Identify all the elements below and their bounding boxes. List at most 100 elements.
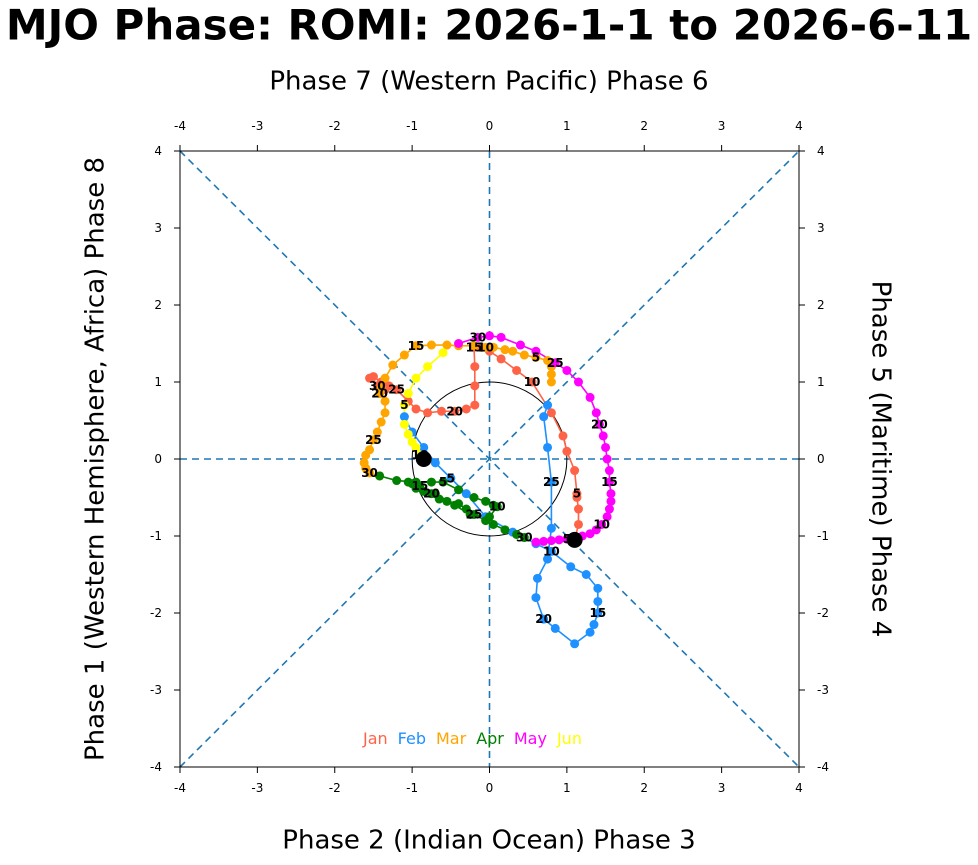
day-point: [380, 373, 390, 383]
chart-title: MJO Phase: ROMI: 2026-1-1 to 2026-6-11: [6, 1, 972, 50]
day-point: [543, 355, 553, 365]
day-point: [585, 392, 595, 402]
day-point: [450, 406, 460, 416]
legend-entry: Mar: [436, 729, 467, 748]
day-point: [589, 620, 599, 630]
day-point: [546, 369, 556, 379]
day-point: [470, 362, 480, 372]
day-label: 10: [593, 517, 610, 531]
day-point: [454, 339, 464, 348]
y-tick-label: -2: [150, 606, 162, 620]
day-point: [566, 562, 576, 572]
day-point: [531, 346, 541, 356]
day-point: [558, 431, 568, 441]
day-point: [375, 389, 385, 399]
day-label: 25: [388, 383, 405, 397]
x-tick-label: 0: [486, 781, 494, 795]
day-point: [593, 596, 603, 606]
y-tick-label: -4: [150, 760, 162, 774]
day-label: 10: [412, 448, 429, 462]
day-point: [481, 496, 491, 506]
x-tick-label: 4: [795, 119, 803, 133]
y-tick-label: -1: [817, 529, 829, 543]
day-label: 15: [408, 339, 425, 353]
day-point: [454, 485, 464, 495]
day-point: [581, 570, 591, 579]
y-tick-label: -3: [817, 683, 829, 697]
day-point: [543, 442, 553, 452]
legend-entry: Jan: [362, 729, 388, 748]
day-point: [411, 373, 421, 383]
day-label: 30: [361, 466, 378, 480]
day-label: 25: [466, 507, 483, 521]
day-point: [461, 504, 471, 514]
x-tick-label: -4: [174, 781, 186, 795]
day-point: [512, 529, 522, 539]
day-label: 25: [365, 433, 382, 447]
day-point: [437, 406, 447, 416]
day-point: [419, 442, 429, 452]
trajectory-line: [403, 404, 599, 645]
legend-entry: Feb: [398, 729, 426, 748]
diagonal: [179, 150, 800, 768]
day-point: [403, 389, 413, 399]
day-point: [519, 533, 529, 543]
day-point: [488, 519, 498, 529]
day-label: 30: [470, 330, 487, 344]
day-label: 5: [573, 487, 581, 501]
day-point: [573, 377, 583, 387]
x-tick-label: 1: [563, 781, 571, 795]
day-label: 10: [524, 375, 541, 389]
day-label: 10: [543, 544, 560, 558]
day-label: 15: [589, 606, 606, 620]
y-tick-label: 4: [817, 144, 825, 158]
day-point: [380, 408, 390, 418]
day-point: [512, 365, 522, 375]
day-point: [519, 350, 529, 360]
day-point: [361, 450, 371, 460]
x-tick-label: -1: [406, 781, 418, 795]
day-point: [606, 489, 616, 499]
day-point: [442, 496, 452, 506]
day-point: [598, 431, 608, 441]
day-point: [411, 483, 421, 493]
amplitude-circle: [411, 381, 568, 537]
day-point: [411, 404, 421, 414]
day-label: 15: [412, 479, 429, 493]
day-point: [473, 332, 483, 342]
day-label: 5: [447, 471, 455, 485]
x-tick-label: -4: [174, 119, 186, 133]
day-point: [543, 400, 553, 410]
day-point: [454, 499, 464, 509]
day-point: [546, 408, 556, 418]
day-label: 30: [516, 531, 533, 545]
day-point: [430, 458, 440, 468]
day-point: [434, 494, 444, 504]
day-point: [543, 554, 553, 564]
day-point: [532, 573, 542, 583]
day-point: [481, 516, 491, 526]
day-point: [446, 473, 456, 483]
day-point: [380, 396, 390, 406]
y-tick-label: -4: [817, 760, 829, 774]
day-point: [365, 373, 375, 383]
day-point: [461, 489, 471, 499]
day-point: [597, 519, 607, 529]
x-tick-label: 0: [486, 119, 494, 133]
day-point: [531, 537, 541, 547]
top-axis-label: Phase 7 (Western Pacific) Phase 6: [269, 67, 708, 97]
day-point: [508, 346, 518, 356]
day-point: [539, 412, 549, 422]
day-point: [546, 546, 556, 556]
day-point: [515, 340, 525, 350]
day-point: [438, 477, 448, 487]
day-point: [368, 435, 378, 445]
x-tick-label: 2: [640, 119, 648, 133]
day-point: [570, 639, 580, 649]
day-point: [527, 377, 537, 387]
day-point: [372, 427, 382, 437]
day-point: [403, 429, 413, 439]
day-point: [546, 536, 556, 546]
day-point: [604, 466, 614, 476]
day-point: [496, 332, 506, 342]
